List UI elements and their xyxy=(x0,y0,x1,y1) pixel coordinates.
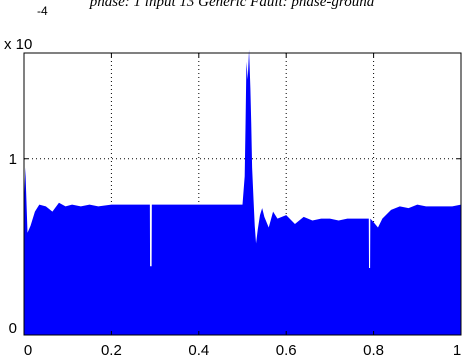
y-tick-label-1: 1 xyxy=(9,151,17,168)
x-tick-label-2: 0.4 xyxy=(188,342,209,358)
chart-title-cropped: phase: 1 input 13 Generic Fault: phase-g… xyxy=(89,0,375,10)
series-area xyxy=(24,49,461,335)
y-axis-ticks: 01 xyxy=(9,151,461,337)
x-tick-label-4: 0.8 xyxy=(363,342,384,358)
plot-frame xyxy=(23,52,462,336)
grid xyxy=(24,53,461,335)
x-tick-label-0: 0 xyxy=(24,342,32,358)
x-axis-ticks: 0 0.2 0.4 0.6 0.8 1 xyxy=(23,53,462,358)
x-tick-label-3: 0.6 xyxy=(276,342,297,358)
x-tick-label-1: 0.2 xyxy=(101,342,122,358)
y-scale-exponent-base: x 10 xyxy=(4,36,32,53)
y-scale-exponent-power: -4 xyxy=(37,4,48,18)
y-tick-label-0: 0 xyxy=(9,320,17,337)
x-tick-label-5: 1 xyxy=(453,342,461,358)
